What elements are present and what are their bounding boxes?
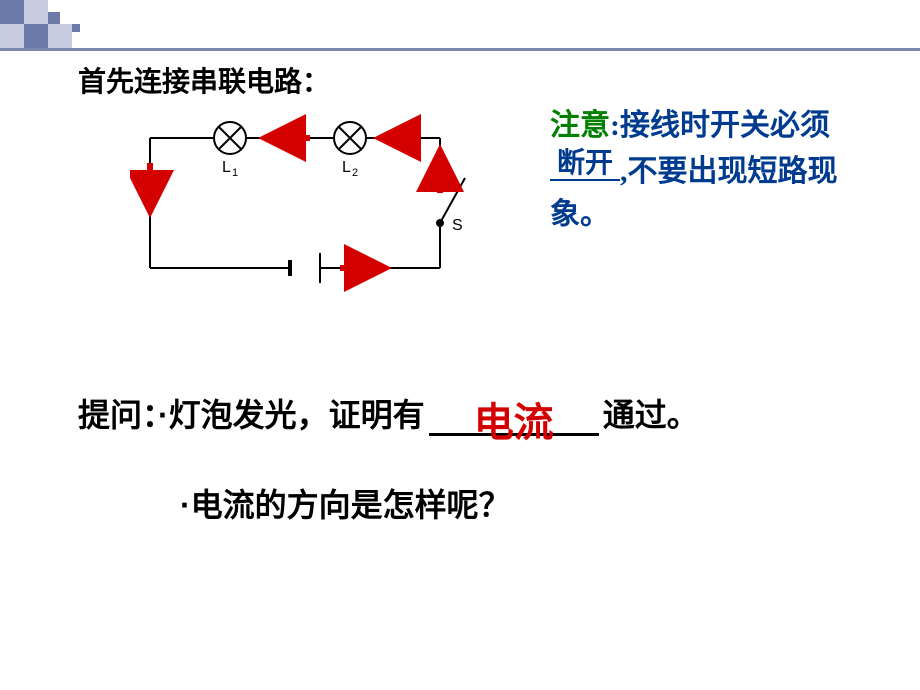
deco-square: [0, 24, 24, 48]
question-2: ·电流的方向是怎样呢？: [180, 480, 511, 526]
heading: 首先连接串联电路：: [78, 60, 330, 100]
top-rule: [0, 48, 920, 51]
q2-text: 电流的方向是怎样呢？: [191, 487, 511, 523]
svg-text:L: L: [342, 159, 351, 176]
note-box: 注意:接线时开关必须断开,不要出现短路现象。: [550, 104, 890, 237]
deco-square: [24, 24, 48, 48]
note-text-a: 接线时开关必须: [620, 109, 830, 142]
svg-text:S: S: [452, 217, 463, 234]
bullet-icon: ·: [180, 487, 191, 523]
svg-text:1: 1: [232, 167, 238, 179]
svg-text:2: 2: [352, 167, 358, 179]
corner-decoration: [0, 0, 80, 48]
deco-square: [48, 12, 60, 24]
svg-text:L: L: [222, 159, 231, 176]
bullet-icon: ·: [158, 397, 169, 433]
question-1: 提问：·灯泡发光，证明有电流通过。: [78, 390, 699, 436]
note-label: 注意: [550, 109, 610, 142]
note-blank-answer: 断开: [557, 144, 613, 185]
q1-prefix: 提问：: [78, 397, 158, 433]
note-blank: 断开: [550, 148, 620, 181]
deco-square: [48, 24, 72, 48]
q1-answer: 电流: [474, 390, 554, 448]
circuit-diagram: L1 L2 S: [130, 108, 470, 298]
note-colon: :: [610, 109, 620, 142]
q1-text-b: 通过。: [603, 397, 699, 433]
deco-square: [72, 24, 80, 32]
q1-text-a: 灯泡发光，证明有: [169, 397, 425, 433]
q1-blank: 电流: [429, 404, 599, 436]
deco-square: [0, 0, 24, 24]
deco-square: [24, 0, 48, 24]
